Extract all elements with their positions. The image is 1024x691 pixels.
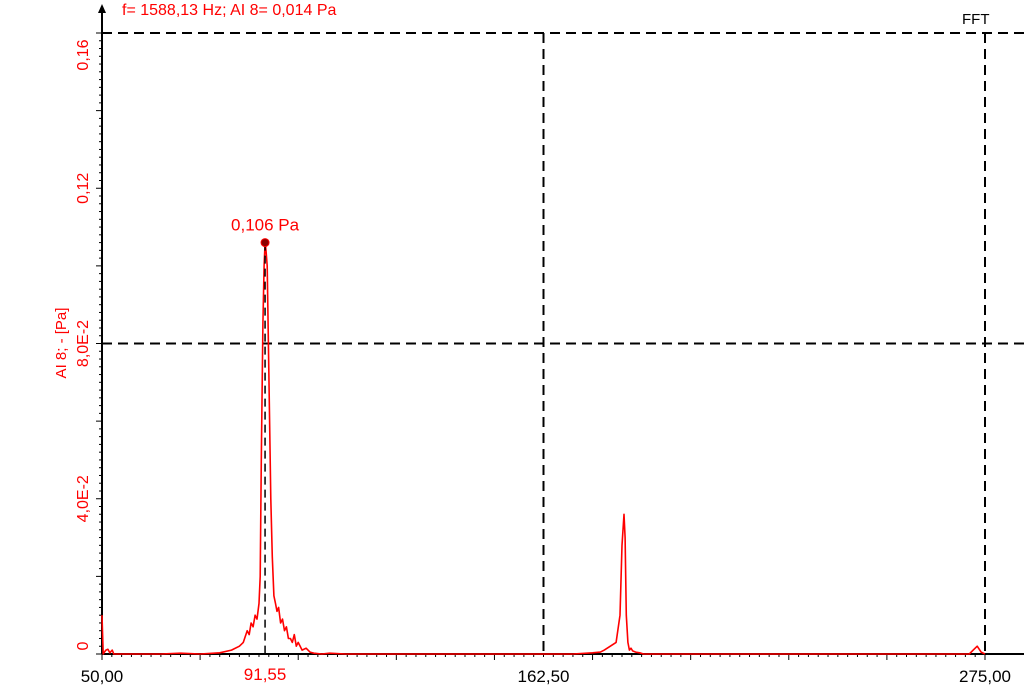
y-tick-label: 0 — [75, 641, 92, 650]
y-axis-arrow-icon — [98, 4, 106, 13]
peak-marker-dot — [260, 238, 270, 248]
x-tick-label: 50,00 — [81, 667, 124, 686]
x-tick-label: 275,00 — [959, 667, 1011, 686]
y-tick-label: 8,0E-2 — [75, 320, 92, 367]
y-tick-label: 0,12 — [75, 173, 92, 204]
y-tick-label: 0,16 — [75, 39, 92, 70]
grid-lines — [102, 32, 1024, 654]
spectrum-series-line — [101, 241, 986, 655]
peak-marker-x-label: 91,55 — [244, 665, 287, 684]
peak-marker-layer: 0,106 Pa 91,55 — [231, 216, 300, 684]
cursor-readout: f= 1588,13 Hz; AI 8= 0,014 Pa — [122, 2, 336, 19]
peak-marker-value-label: 0,106 Pa — [231, 216, 300, 235]
y-axis-label: AI 8; - [Pa] — [53, 308, 70, 379]
series-layer — [101, 241, 986, 655]
tick-labels: 50,00 162,50 275,00 0 4,0E-2 8,0E-2 0,12 0,16 — [75, 39, 1011, 686]
panel-label: FFT — [962, 11, 990, 28]
x-tick-label: 162,50 — [518, 667, 570, 686]
axes — [96, 4, 1024, 660]
y-tick-label: 4,0E-2 — [75, 475, 92, 522]
